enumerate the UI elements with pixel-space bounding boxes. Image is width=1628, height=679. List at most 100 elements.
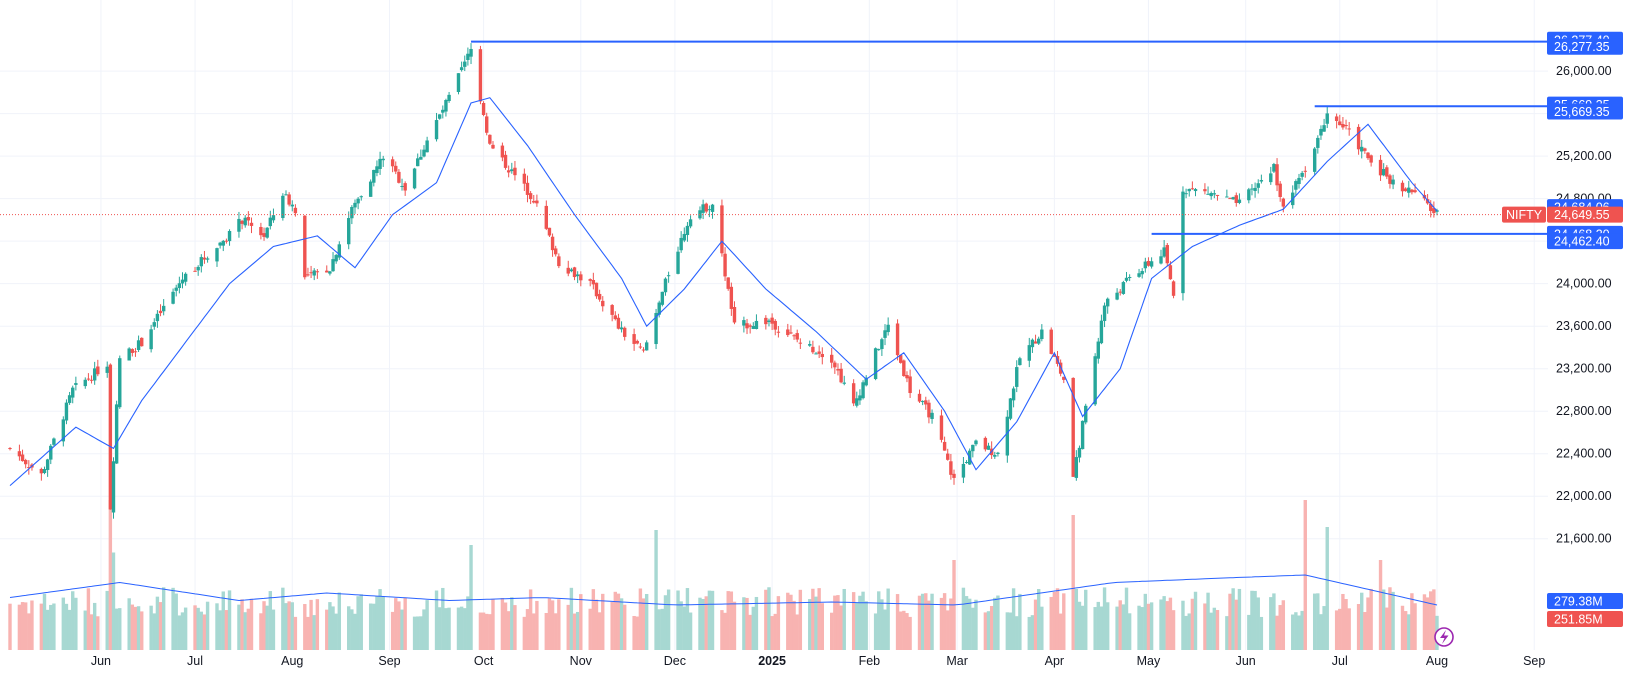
volume-bar xyxy=(61,597,66,650)
volume-bar xyxy=(1316,593,1320,650)
candle-body xyxy=(924,400,928,405)
candle-body xyxy=(284,194,288,196)
volume-bar xyxy=(1291,614,1295,650)
candle-body xyxy=(798,342,803,344)
candle-body xyxy=(478,49,483,102)
candle-body xyxy=(898,355,903,363)
volume-bar xyxy=(619,598,624,650)
volume-bar xyxy=(544,612,549,650)
candle-body xyxy=(287,194,291,205)
volume-bar xyxy=(701,598,705,650)
candle-body xyxy=(701,204,705,213)
candle-body xyxy=(842,382,846,384)
volume-bar xyxy=(500,598,505,650)
candle-body xyxy=(986,445,991,450)
horizontal-levels[interactable] xyxy=(471,40,1548,235)
candle-body xyxy=(353,202,357,208)
volume-bar xyxy=(1099,606,1104,650)
volume-bar xyxy=(478,612,483,650)
volume-bar xyxy=(86,588,91,650)
candle-body xyxy=(1099,320,1104,344)
candle-body xyxy=(773,320,777,330)
candle-body xyxy=(927,402,931,418)
candle-body xyxy=(789,332,793,334)
volume-bar xyxy=(798,589,803,650)
candle-body xyxy=(1403,188,1408,192)
volume-bar xyxy=(287,601,291,650)
candle-body xyxy=(237,218,241,232)
candle-body xyxy=(1159,256,1163,264)
candle-body xyxy=(1077,447,1082,458)
candle-body xyxy=(1181,191,1185,294)
candle-body xyxy=(390,159,395,167)
volume-bar xyxy=(8,603,12,650)
volume-bar xyxy=(459,606,464,650)
volume-bar xyxy=(1334,610,1339,650)
volume-bar xyxy=(1385,607,1389,650)
candle-body xyxy=(654,312,658,345)
volume-bar xyxy=(924,593,928,650)
volume-bar xyxy=(638,588,643,650)
volume-bar xyxy=(569,587,574,650)
time-tick-label: 2025 xyxy=(758,654,786,668)
volume-bar xyxy=(177,615,182,650)
candle-body xyxy=(42,469,47,474)
volume-bar xyxy=(830,612,834,650)
price-tag-label: 26,277.35 xyxy=(1554,40,1610,54)
volume-bar xyxy=(503,602,508,650)
volume-bar xyxy=(350,609,354,650)
time-tick-label: Jun xyxy=(91,654,111,668)
candle-body xyxy=(1162,247,1166,257)
candle-body xyxy=(246,216,251,221)
volume-bar xyxy=(249,598,254,650)
volume-bar xyxy=(616,593,621,650)
volume-bar xyxy=(416,616,420,650)
candle-body xyxy=(776,331,781,333)
candle-body xyxy=(1184,193,1188,195)
volume-bar xyxy=(469,545,473,650)
candle-body xyxy=(1027,345,1031,361)
volume-bar xyxy=(149,605,153,650)
lightning-icon[interactable] xyxy=(1434,627,1454,647)
candle-body xyxy=(1413,190,1417,193)
candle-body xyxy=(1325,113,1329,124)
volume-bar xyxy=(89,614,94,650)
candle-body xyxy=(946,453,950,460)
volume-bar xyxy=(554,613,558,650)
symbol-tag-label: NIFTY xyxy=(1506,208,1543,222)
candle-body xyxy=(1429,203,1433,211)
volume-bar xyxy=(836,595,840,650)
candle-body xyxy=(8,448,12,450)
candle-body xyxy=(293,207,298,214)
volume-bar xyxy=(1410,593,1414,650)
candle-body xyxy=(281,195,285,219)
volume-bar xyxy=(525,609,530,650)
volume-bar xyxy=(704,596,708,650)
volume-bar xyxy=(136,606,141,650)
candle-body xyxy=(920,401,925,403)
time-axis[interactable]: Jun Jul Aug Sep Oct Nov Dec 2025 Feb Mar Apr May Jun… xyxy=(91,654,1546,668)
volume-bar xyxy=(751,606,755,650)
volume-bar xyxy=(1319,614,1323,650)
volume-bar xyxy=(550,600,555,650)
candle-body xyxy=(1425,199,1430,204)
candle-body xyxy=(372,169,376,183)
volume-bar xyxy=(240,599,244,650)
candle-body xyxy=(949,461,953,475)
volume-bar xyxy=(1259,616,1264,650)
volume-bar xyxy=(1018,593,1022,650)
candle-body xyxy=(729,286,734,309)
candle-body xyxy=(412,168,417,189)
volume-bar xyxy=(770,616,774,650)
volume-bar xyxy=(789,594,793,650)
volume-bar xyxy=(1209,612,1213,650)
candle-body xyxy=(1322,125,1326,132)
symbol-tag xyxy=(1502,206,1546,223)
candle-body xyxy=(1011,388,1016,401)
candle-body xyxy=(594,282,599,297)
volume-bar xyxy=(1269,597,1273,650)
candle-body xyxy=(1250,188,1254,190)
price-axis[interactable]: 21,600.00 22,000.00 22,400.00 22,800.00 23,2… xyxy=(1556,64,1612,546)
candle-body xyxy=(290,204,294,207)
